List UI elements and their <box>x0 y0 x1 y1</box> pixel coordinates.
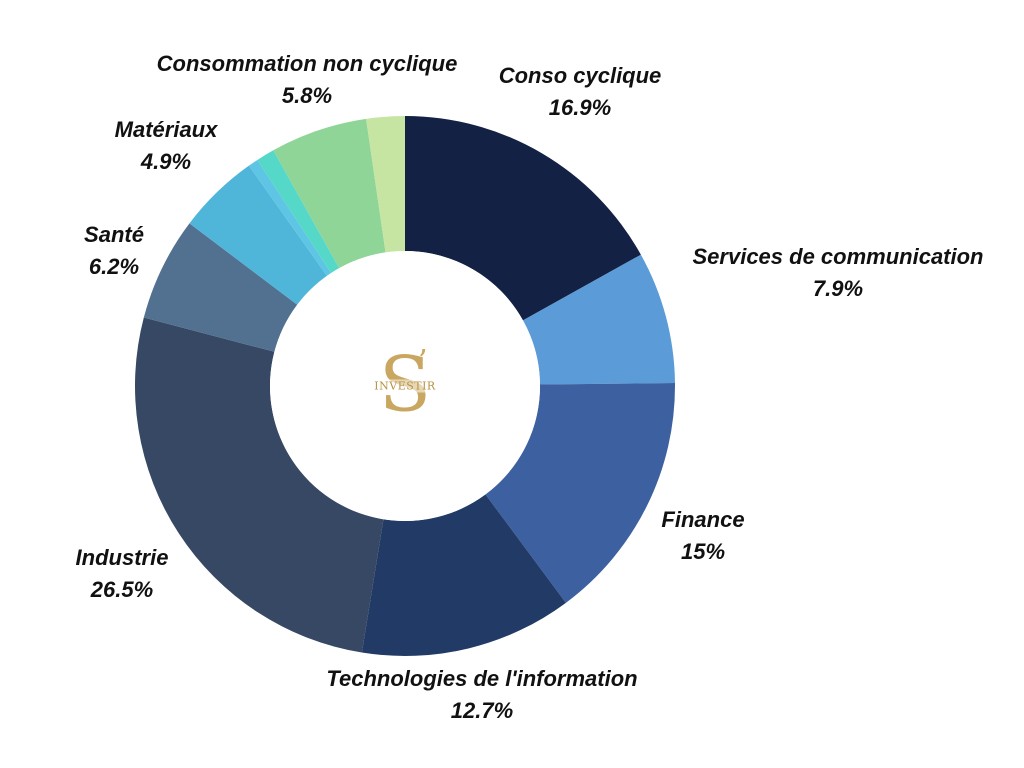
slice-materiaux <box>189 165 327 305</box>
label-value: 12.7% <box>450 698 514 723</box>
label-value: 7.9% <box>812 276 864 301</box>
slice-finance <box>485 383 675 603</box>
logo-word: INVESTIR <box>372 379 438 393</box>
label-text: Industrie <box>75 545 169 570</box>
slice-consommation-non-cyclique <box>273 118 386 269</box>
label-text: Services de communication <box>692 244 984 269</box>
s-investir-logo: S ’ INVESTIR <box>360 341 450 431</box>
label-text: Conso cyclique <box>498 63 662 88</box>
label-materiaux: Matériaux 4.9% <box>115 114 218 178</box>
label-text: Technologies de l'information <box>326 666 638 691</box>
label-conso-cyclique: Conso cyclique 16.9% <box>499 60 662 124</box>
label-text: Santé <box>84 222 144 247</box>
slice-conso-cyclique <box>405 116 641 321</box>
label-services-de-communication: Services de communication 7.9% <box>693 241 984 305</box>
label-text: Finance <box>661 507 745 532</box>
slice-sante <box>143 223 298 352</box>
label-value: 5.8% <box>281 83 333 108</box>
label-value: 15% <box>680 539 726 564</box>
label-finance: Finance 15% <box>661 504 744 568</box>
label-sante: Santé 6.2% <box>84 219 144 283</box>
label-consommation-non-cyclique: Consommation non cyclique 5.8% <box>157 48 458 112</box>
label-value: 16.9% <box>548 95 612 120</box>
label-value: 6.2% <box>88 254 140 279</box>
label-text: Matériaux <box>114 117 218 142</box>
slice-unlabeled-7 <box>248 159 332 276</box>
slice-unlabeled-10 <box>366 116 405 253</box>
logo-apostrophe: ’ <box>418 344 428 379</box>
label-industrie: Industrie 26.5% <box>76 542 169 606</box>
slice-services-de-communication <box>522 254 675 385</box>
label-technologies-de-l-information: Technologies de l'information 12.7% <box>326 663 637 727</box>
label-value: 4.9% <box>140 149 192 174</box>
slice-unlabeled-8 <box>257 150 340 273</box>
label-value: 26.5% <box>90 577 154 602</box>
slice-industrie <box>135 317 384 653</box>
slice-technologies-de-l-information <box>361 494 566 656</box>
label-text: Consommation non cyclique <box>156 51 458 76</box>
